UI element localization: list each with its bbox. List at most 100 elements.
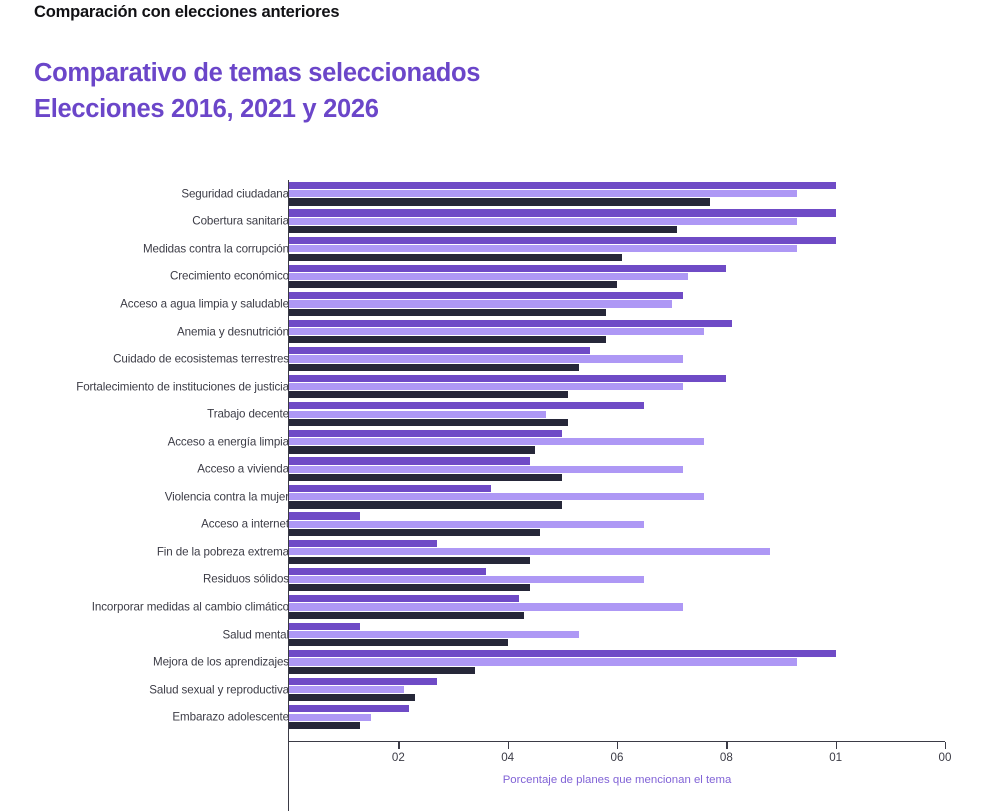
- bar-2026[interactable]: [289, 418, 568, 427]
- bar-2016[interactable]: [289, 484, 492, 493]
- category-label: Residuos sólidos: [202, 572, 289, 586]
- x-tick-label: 02: [391, 751, 405, 764]
- bar-2026[interactable]: [289, 611, 525, 619]
- bar-2021[interactable]: [289, 713, 371, 721]
- bar-2021[interactable]: [289, 190, 798, 198]
- bar-2021[interactable]: [289, 575, 645, 584]
- x-tick-label: 08: [719, 751, 733, 764]
- bar-2026[interactable]: [289, 253, 623, 261]
- bar-2016[interactable]: [289, 319, 732, 327]
- bar-2026[interactable]: [289, 198, 710, 206]
- chart-row: Acceso a vivienda: [0, 455, 992, 483]
- bar-2021[interactable]: [289, 327, 705, 336]
- bar-2026[interactable]: [289, 584, 530, 592]
- bar-2016[interactable]: [289, 374, 727, 382]
- chart-row: Seguridad ciudadana: [0, 180, 992, 208]
- bar-2016[interactable]: [289, 595, 519, 603]
- bar-2026[interactable]: [289, 556, 530, 564]
- chart-row: Residuos sólidos: [0, 566, 992, 594]
- bar-group: [289, 318, 945, 346]
- chart-row: Acceso a energía limpia: [0, 428, 992, 456]
- bar-2021[interactable]: [289, 548, 771, 556]
- bar-2021[interactable]: [289, 217, 798, 225]
- bar-2026[interactable]: [289, 336, 607, 344]
- bar-2016[interactable]: [289, 512, 361, 520]
- bar-2021[interactable]: [289, 630, 579, 639]
- bar-group: [289, 483, 945, 511]
- chart-row: Crecimiento económico: [0, 263, 992, 291]
- bar-2021[interactable]: [289, 438, 705, 446]
- bar-2016[interactable]: [289, 457, 530, 465]
- bar-2026[interactable]: [289, 281, 617, 289]
- x-tick: [617, 742, 619, 749]
- bar-2026[interactable]: [289, 363, 579, 371]
- page-title-line-2: Elecciones 2016, 2021 y 2026: [34, 95, 379, 123]
- bar-2026[interactable]: [289, 308, 607, 316]
- bar-chart: Seguridad ciudadana Cobertura sanitaria Me…: [0, 150, 992, 811]
- bar-2016[interactable]: [289, 181, 836, 190]
- bar-2021[interactable]: [289, 383, 683, 391]
- category-label: Cobertura sanitaria: [192, 214, 289, 228]
- bar-2021[interactable]: [289, 245, 798, 253]
- chart-row: Acceso a agua limpia y saludable: [0, 290, 992, 318]
- bar-2021[interactable]: [289, 686, 404, 694]
- x-axis-line: [288, 741, 945, 743]
- bar-2016[interactable]: [289, 622, 361, 630]
- bar-2026[interactable]: [289, 694, 415, 702]
- category-label: Crecimiento económico: [169, 269, 289, 283]
- bar-2021[interactable]: [289, 465, 683, 473]
- bar-2026[interactable]: [289, 446, 535, 454]
- chart-row: Medidas contra la corrupción: [0, 235, 992, 263]
- bar-2021[interactable]: [289, 272, 689, 280]
- chart-row: Cuidado de ecosistemas terrestres: [0, 345, 992, 373]
- bar-2026[interactable]: [289, 501, 563, 509]
- bar-2021[interactable]: [289, 658, 798, 666]
- category-label: Salud mental: [222, 628, 290, 642]
- bar-group: [289, 455, 945, 483]
- chart-row: Fin de la pobreza extrema: [0, 538, 992, 566]
- category-label: Medidas contra la corrupción: [142, 242, 289, 256]
- bar-2016[interactable]: [289, 429, 563, 437]
- category-label: Seguridad ciudadana: [181, 187, 289, 201]
- x-axis-ticks: Porcentaje de planes que mencionan el te…: [0, 742, 992, 786]
- bar-2021[interactable]: [289, 493, 705, 501]
- x-axis-title: Porcentaje de planes que mencionan el te…: [502, 774, 732, 786]
- y-axis-line: [288, 180, 290, 811]
- bar-2016[interactable]: [289, 292, 683, 300]
- bar-2016[interactable]: [289, 264, 727, 272]
- bar-2021[interactable]: [289, 520, 645, 528]
- bar-2021[interactable]: [289, 355, 683, 363]
- bar-group: [289, 703, 945, 731]
- bar-2026[interactable]: [289, 721, 361, 730]
- bar-2021[interactable]: [289, 603, 683, 611]
- bar-2016[interactable]: [289, 705, 410, 713]
- bar-2026[interactable]: [289, 473, 563, 482]
- chart-row: Salud mental: [0, 621, 992, 649]
- bar-2026[interactable]: [289, 391, 568, 399]
- page-title: Comparativo de temas seleccionados Elecc…: [34, 55, 480, 127]
- bar-group: [289, 345, 945, 373]
- bar-2016[interactable]: [289, 402, 645, 410]
- bar-2021[interactable]: [289, 410, 546, 418]
- category-label: Acceso a vivienda: [197, 462, 289, 476]
- bar-2026[interactable]: [289, 666, 475, 674]
- bar-2026[interactable]: [289, 639, 508, 647]
- bar-2021[interactable]: [289, 300, 672, 308]
- category-label: Incorporar medidas al cambio climático: [91, 600, 289, 614]
- bar-2016[interactable]: [289, 347, 590, 355]
- bar-2016[interactable]: [289, 236, 836, 245]
- bar-2016[interactable]: [289, 540, 437, 548]
- bar-2016[interactable]: [289, 677, 437, 685]
- bar-group: [289, 511, 945, 539]
- bar-2026[interactable]: [289, 529, 541, 537]
- bar-2016[interactable]: [289, 650, 836, 658]
- bar-2016[interactable]: [289, 209, 836, 217]
- x-tick-label: 00: [938, 751, 952, 764]
- bar-group: [289, 208, 945, 236]
- bar-group: [289, 373, 945, 401]
- bar-2016[interactable]: [289, 567, 486, 575]
- chart-row: Salud sexual y reproductiva: [0, 676, 992, 704]
- bar-2026[interactable]: [289, 226, 678, 234]
- category-label: Acceso a internet: [201, 517, 289, 531]
